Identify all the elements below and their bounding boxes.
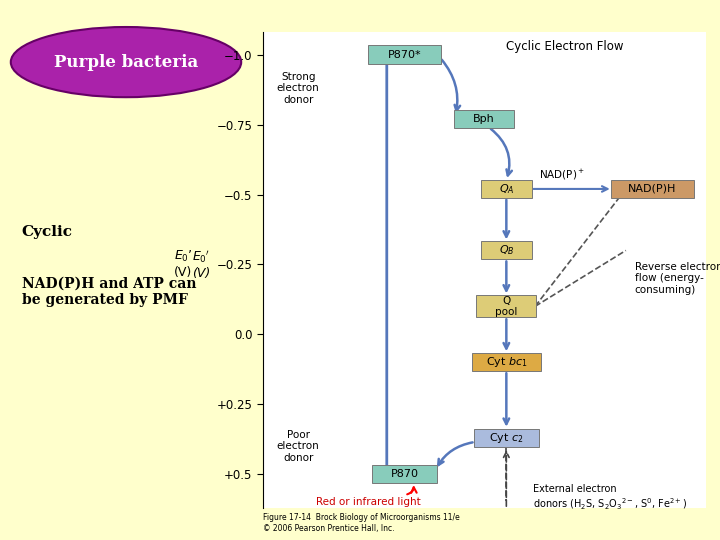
Text: Q
pool: Q pool: [495, 295, 518, 317]
FancyBboxPatch shape: [474, 429, 539, 447]
Text: Cyt $c_2$: Cyt $c_2$: [489, 431, 523, 445]
FancyBboxPatch shape: [368, 45, 441, 64]
Text: P870*: P870*: [387, 50, 421, 60]
Text: Bph: Bph: [473, 114, 495, 124]
Text: External electron
donors (H$_2$S, S$_2$O$_3$$^{2-}$, S$^0$, Fe$^{2+}$): External electron donors (H$_2$S, S$_2$O…: [533, 484, 687, 512]
FancyBboxPatch shape: [472, 353, 541, 371]
FancyBboxPatch shape: [372, 465, 437, 483]
FancyBboxPatch shape: [476, 295, 536, 317]
Ellipse shape: [11, 27, 241, 97]
Text: P870: P870: [390, 469, 418, 479]
FancyBboxPatch shape: [454, 110, 514, 128]
Text: Figure 17-14  Brock Biology of Microorganisms 11/e
© 2006 Pearson Prentice Hall,: Figure 17-14 Brock Biology of Microorgan…: [263, 513, 459, 532]
Text: $E_0$’
(V): $E_0$’ (V): [174, 249, 192, 280]
FancyBboxPatch shape: [481, 180, 532, 198]
Text: Cyt $bc_1$: Cyt $bc_1$: [485, 355, 527, 369]
Text: $E_0{'}$
(V): $E_0{'}$ (V): [192, 248, 210, 280]
Text: Cyclic Electron Flow: Cyclic Electron Flow: [506, 40, 624, 53]
Text: NAD(P)$^+$: NAD(P)$^+$: [539, 168, 585, 182]
FancyBboxPatch shape: [481, 241, 532, 259]
Text: $Q_B$: $Q_B$: [498, 244, 514, 258]
Text: Reverse electron
flow (energy-
consuming): Reverse electron flow (energy- consuming…: [635, 262, 720, 295]
Text: Cyclic: Cyclic: [22, 225, 73, 239]
Text: Red or infrared light: Red or infrared light: [316, 497, 420, 507]
Text: $Q_A$: $Q_A$: [498, 182, 514, 196]
Text: Purple bacteria: Purple bacteria: [54, 53, 198, 71]
FancyBboxPatch shape: [611, 180, 693, 198]
Text: Poor
electron
donor: Poor electron donor: [277, 429, 320, 463]
Text: NAD(P)H and ATP can
be generated by PMF: NAD(P)H and ATP can be generated by PMF: [22, 276, 196, 307]
Text: Strong
electron
donor: Strong electron donor: [277, 72, 320, 105]
Text: NAD(P)H: NAD(P)H: [629, 184, 677, 194]
